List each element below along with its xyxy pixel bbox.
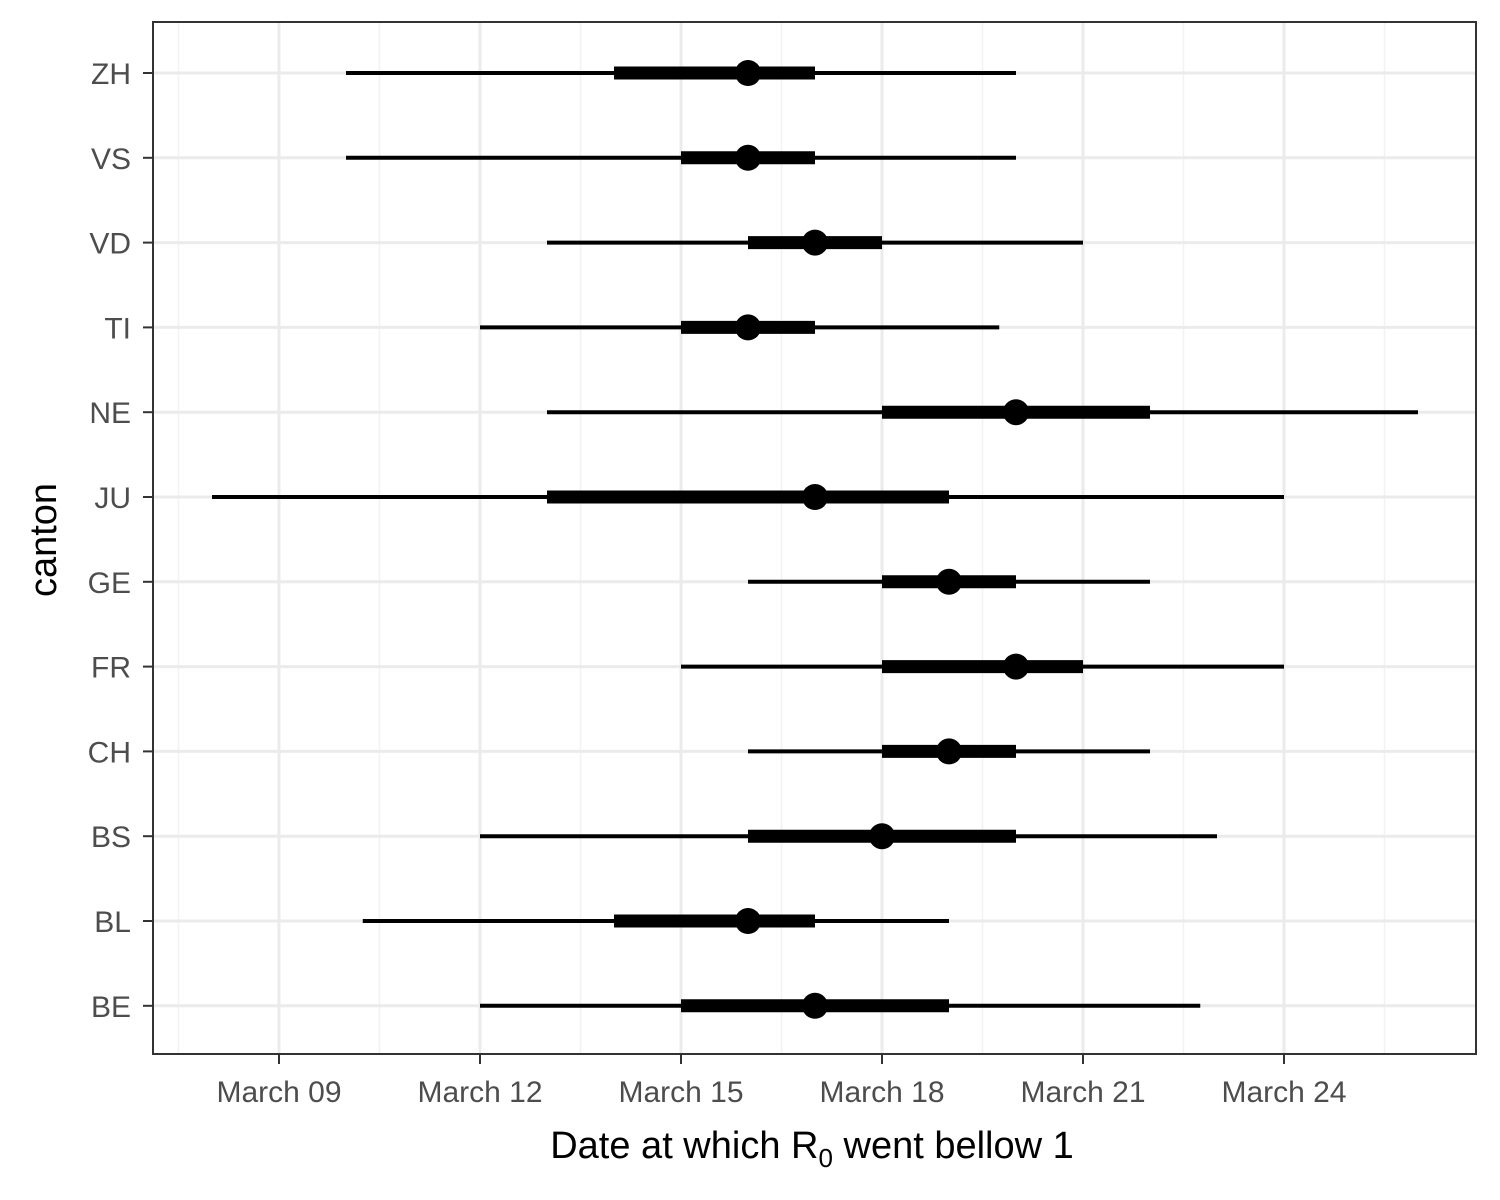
y-tick-label-ju: JU: [94, 482, 131, 515]
minor-gridlines: [177, 22, 1386, 1054]
y-tick-label-bs: BS: [91, 821, 131, 854]
y-axis-title: canton: [23, 483, 65, 597]
y-tick-label-zh: ZH: [91, 58, 131, 91]
x-tick-label: March 21: [1020, 1076, 1145, 1109]
y-tick-label-vs: VS: [91, 143, 131, 176]
y-tick-label-ne: NE: [89, 397, 131, 430]
median-point-bs: [869, 823, 895, 850]
median-point-vd: [802, 229, 828, 256]
median-point-ju: [802, 484, 828, 510]
y-tick-label-vd: VD: [89, 228, 131, 261]
y-tick-label-ch: CH: [88, 736, 131, 769]
median-point-ge: [936, 568, 962, 595]
x-axis-title-tail: went bellow 1: [833, 1125, 1074, 1167]
median-point-ti: [735, 314, 761, 341]
x-tick-label: March 12: [417, 1076, 542, 1109]
y-axis: ZH VS VD TI NE JU GE FR CH BS BL BE: [88, 58, 153, 1024]
panel-border: [152, 21, 1477, 1055]
x-axis-title: Date at which R0 went bellow 1: [550, 1125, 1074, 1173]
y-tick-label-ti: TI: [104, 312, 131, 345]
x-tick-label: March 15: [618, 1076, 743, 1109]
y-tick-label-fr: FR: [91, 652, 131, 685]
median-point-ch: [936, 738, 962, 765]
y-tick-label-bl: BL: [94, 906, 131, 939]
median-point-vs: [735, 144, 761, 171]
median-point-bl: [735, 908, 761, 934]
x-axis-title-main: Date at which R: [550, 1125, 818, 1167]
x-tick-label: March 24: [1221, 1076, 1346, 1109]
y-tick-label-ge: GE: [88, 567, 131, 600]
x-tick-label: March 09: [216, 1076, 341, 1109]
median-point-zh: [735, 60, 761, 86]
median-point-fr: [1003, 653, 1029, 680]
x-axis-title-subscript: 0: [818, 1143, 832, 1173]
x-tick-label: March 18: [819, 1076, 944, 1109]
median-point-be: [802, 992, 828, 1019]
interval-marks: [212, 60, 1418, 1019]
y-tick-label-be: BE: [91, 991, 131, 1024]
median-point-ne: [1003, 399, 1029, 426]
x-axis: March 09 March 12 March 15 March 18 March 21…: [216, 1054, 1347, 1109]
